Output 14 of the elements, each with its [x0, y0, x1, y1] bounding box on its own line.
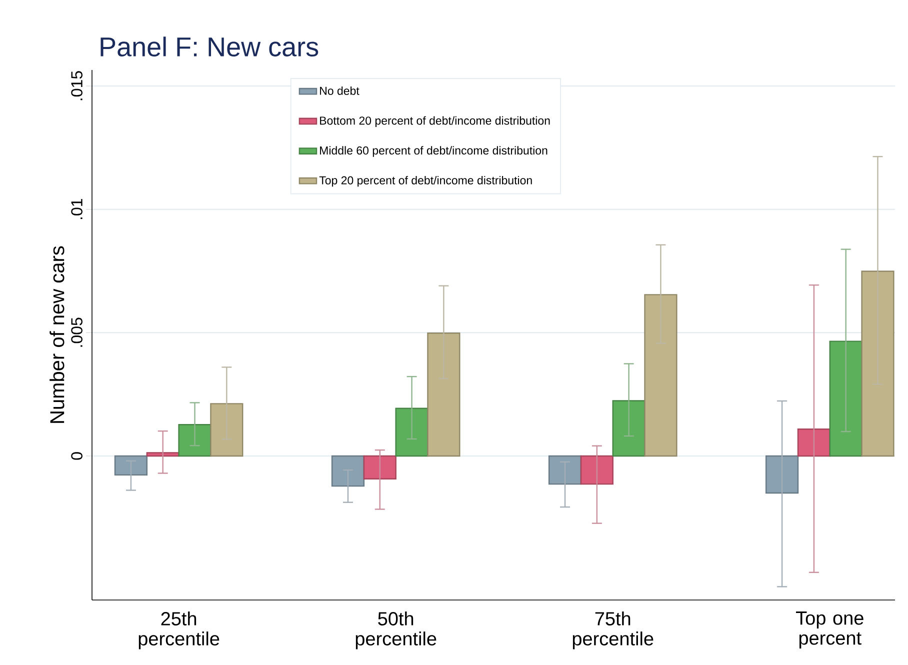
y-tick-label: .015	[71, 71, 82, 100]
y-tick-label: .01	[71, 199, 82, 220]
y-axis-title: Number of new cars	[50, 246, 64, 423]
x-tick-label: 75th percentile	[572, 612, 654, 650]
y-tick-label: 0	[71, 452, 82, 460]
chart-title: Panel F: New cars	[100, 36, 318, 56]
legend-label: Top 20 percent of debt/income distribution	[319, 176, 532, 187]
legend-label: Bottom 20 percent of debt/income distribution	[320, 116, 550, 127]
legend-label: No debt	[320, 86, 360, 95]
legend-label: Middle 60 percent of debt/income distribution	[320, 146, 548, 157]
x-tick-label: Top one percent	[796, 612, 864, 649]
x-tick-label: 50th percentile	[356, 612, 436, 650]
y-tick-label: .005	[71, 318, 82, 347]
x-tick-label: 25th percentile	[138, 612, 220, 650]
